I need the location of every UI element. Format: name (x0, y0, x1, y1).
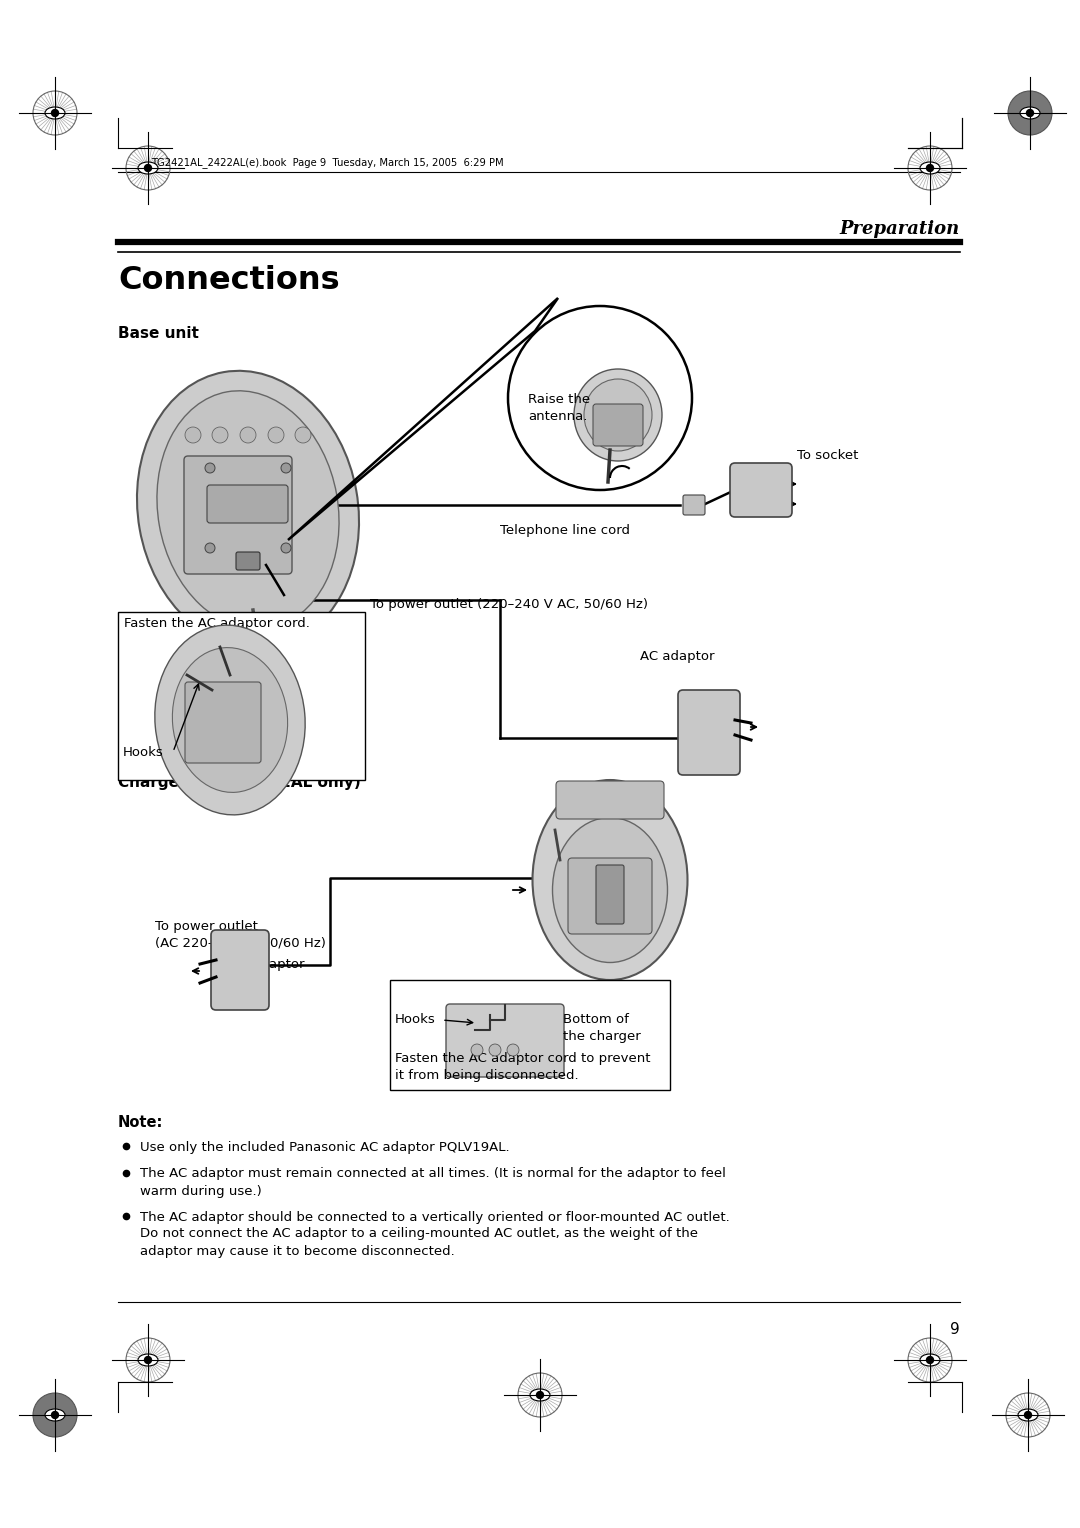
Text: Preparation: Preparation (840, 220, 960, 238)
FancyBboxPatch shape (596, 865, 624, 924)
Circle shape (1008, 92, 1052, 134)
Ellipse shape (573, 368, 662, 461)
FancyBboxPatch shape (185, 681, 261, 762)
Text: 9: 9 (950, 1322, 960, 1337)
FancyBboxPatch shape (730, 463, 792, 516)
Ellipse shape (137, 371, 359, 649)
Text: Raise the
antenna.: Raise the antenna. (528, 393, 590, 423)
Ellipse shape (530, 1389, 550, 1401)
Text: Use only the included Panasonic AC adaptor PQLV19AL.: Use only the included Panasonic AC adapt… (140, 1141, 510, 1154)
Text: Base unit: Base unit (118, 325, 199, 341)
FancyBboxPatch shape (184, 455, 292, 575)
FancyBboxPatch shape (207, 484, 288, 523)
Circle shape (205, 542, 215, 553)
Ellipse shape (154, 625, 306, 814)
FancyBboxPatch shape (683, 495, 705, 515)
Ellipse shape (45, 1409, 65, 1421)
Ellipse shape (138, 1354, 158, 1366)
Circle shape (508, 306, 692, 490)
Ellipse shape (920, 162, 940, 174)
Ellipse shape (157, 391, 339, 630)
Circle shape (281, 463, 291, 474)
Text: Fasten the AC adaptor cord.: Fasten the AC adaptor cord. (124, 617, 310, 630)
Text: The AC adaptor should be connected to a vertically oriented or floor-mounted AC : The AC adaptor should be connected to a … (140, 1210, 730, 1258)
Text: Hooks: Hooks (123, 746, 164, 759)
FancyBboxPatch shape (211, 931, 269, 1010)
FancyBboxPatch shape (556, 781, 664, 819)
Ellipse shape (173, 648, 287, 793)
Text: AC adaptor: AC adaptor (640, 649, 715, 663)
Circle shape (489, 1044, 501, 1056)
Circle shape (1025, 1412, 1031, 1418)
Text: To power outlet (220–240 V AC, 50/60 Hz): To power outlet (220–240 V AC, 50/60 Hz) (370, 597, 648, 611)
FancyBboxPatch shape (593, 403, 643, 446)
Text: Fasten the AC adaptor cord to prevent
it from being disconnected.: Fasten the AC adaptor cord to prevent it… (395, 1051, 650, 1082)
Circle shape (1026, 110, 1034, 116)
Text: Hooks: Hooks (395, 1013, 435, 1025)
Ellipse shape (532, 779, 688, 979)
Ellipse shape (553, 817, 667, 963)
Circle shape (145, 1357, 151, 1363)
Text: Bottom of
the charger: Bottom of the charger (563, 1013, 640, 1044)
Bar (118, 613, 365, 779)
FancyBboxPatch shape (237, 552, 260, 570)
Circle shape (268, 426, 284, 443)
Circle shape (212, 426, 228, 443)
Circle shape (33, 1394, 77, 1436)
Circle shape (927, 1357, 933, 1363)
Circle shape (145, 165, 151, 171)
Bar (390, 979, 670, 1089)
Circle shape (537, 1392, 543, 1398)
Ellipse shape (45, 107, 65, 119)
Polygon shape (288, 298, 558, 539)
Circle shape (52, 1412, 58, 1418)
Text: Note:: Note: (118, 1115, 163, 1131)
Circle shape (185, 426, 201, 443)
Ellipse shape (584, 379, 652, 451)
Circle shape (927, 165, 933, 171)
Ellipse shape (1020, 107, 1040, 119)
Circle shape (205, 463, 215, 474)
Text: TG2421AL_2422AL(e).book  Page 9  Tuesday, March 15, 2005  6:29 PM: TG2421AL_2422AL(e).book Page 9 Tuesday, … (151, 157, 503, 168)
Ellipse shape (920, 1354, 940, 1366)
Text: To power outlet
(AC 220–240 V, 50/60 Hz): To power outlet (AC 220–240 V, 50/60 Hz) (156, 920, 326, 950)
Circle shape (471, 1044, 483, 1056)
Circle shape (281, 542, 291, 553)
Circle shape (240, 426, 256, 443)
Circle shape (295, 426, 311, 443)
Text: To socket: To socket (797, 449, 859, 461)
FancyBboxPatch shape (446, 1004, 564, 1077)
Text: Connections: Connections (118, 264, 339, 296)
Circle shape (52, 110, 58, 116)
Ellipse shape (1018, 1409, 1038, 1421)
FancyBboxPatch shape (678, 691, 740, 775)
Circle shape (507, 1044, 519, 1056)
Ellipse shape (138, 162, 158, 174)
FancyBboxPatch shape (568, 859, 652, 934)
Text: Charger (KX-TG2422AL only): Charger (KX-TG2422AL only) (118, 775, 361, 790)
Text: AC adaptor: AC adaptor (230, 958, 305, 970)
Text: Telephone line cord: Telephone line cord (500, 524, 630, 536)
Text: The AC adaptor must remain connected at all times. (It is normal for the adaptor: The AC adaptor must remain connected at … (140, 1167, 726, 1198)
